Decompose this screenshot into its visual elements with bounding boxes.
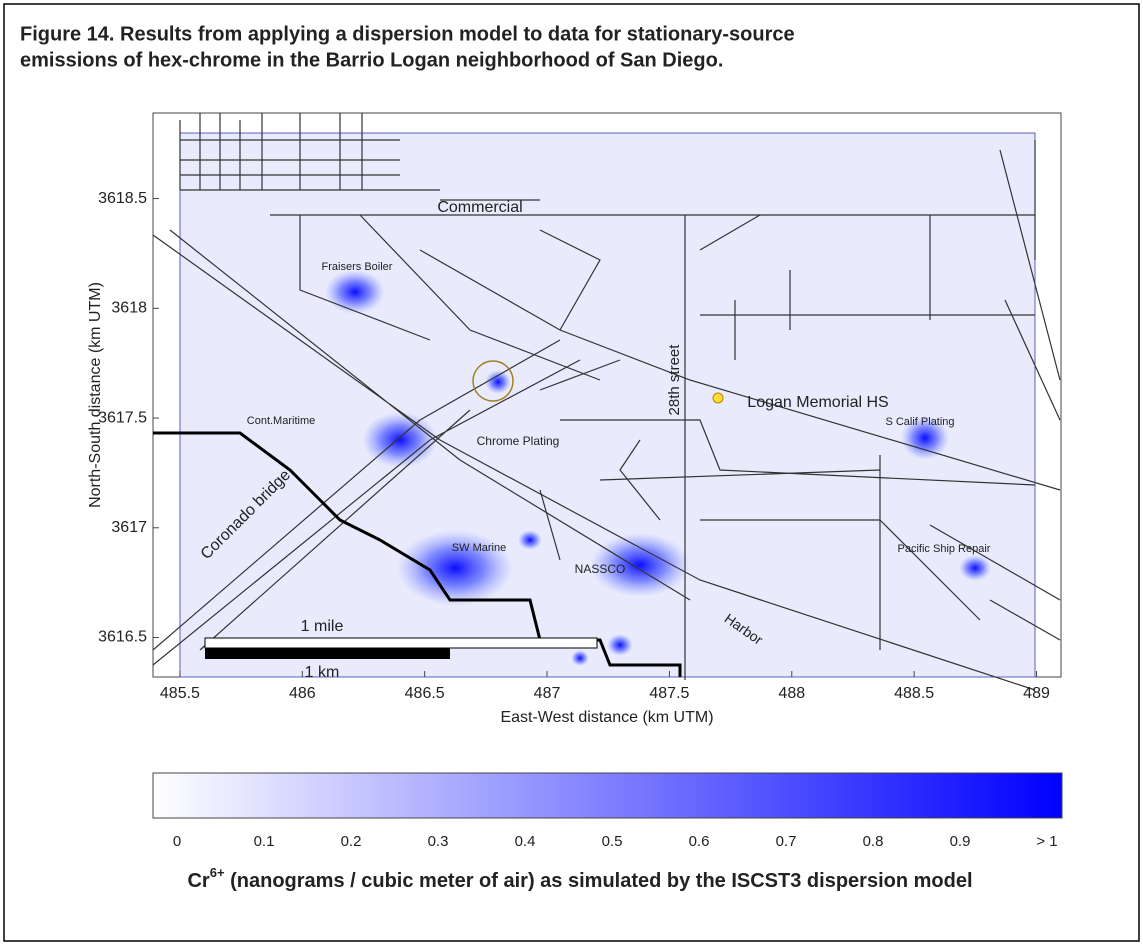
x-axis-label: East-West distance (km UTM) [500,709,713,726]
place-label: S Calif Plating [885,416,954,428]
x-tick-label: 488.5 [894,685,934,702]
colorbar-ticks: 0 0.1 0.2 0.3 0.4 0.5 0.6 0.7 0.8 0.9 > 1 [173,833,1058,850]
x-tick-label: 487 [534,685,561,702]
x-tick-label: 486 [289,685,316,702]
colorbar-tick-label: 0.6 [689,833,710,850]
frame [3,3,1140,942]
colorbar-tick-label: 0.7 [776,833,797,850]
place-label: Logan Memorial HS [747,394,888,411]
y-tick-label: 3616.5 [98,629,147,646]
scale-label: 1 km [305,664,340,681]
place-label: Pacific Ship Repair [898,543,991,555]
x-tick-label: 486.5 [405,685,445,702]
source-circle [472,360,514,402]
y-tick-label: 3618.5 [98,190,147,207]
school-marker [712,392,724,404]
scale-bar-km [205,648,450,659]
caption: Cr6+ (nanograms / cubic meter of air) as… [187,865,972,892]
roads [152,113,1061,691]
colorbar-tick-label: 0.5 [602,833,623,850]
place-label: NASSCO [575,562,626,576]
y-tick-label: 3618 [111,300,147,317]
caption-superscript: 6+ [210,865,225,880]
scale-bar-mile [204,637,598,649]
x-tick-label: 487.5 [649,685,689,702]
place-label: Chrome Plating [477,434,560,448]
colorbar-tick-label: > 1 [1036,833,1057,850]
colorbar-tick-label: 0.3 [428,833,449,850]
scale-label: 1 mile [301,618,344,635]
x-tick-label: 485.5 [160,685,200,702]
y-tick-label: 3617.5 [98,409,147,426]
y-axis-label: North-South distance (km UTM) [87,282,104,508]
y-tick-label: 3617 [111,519,147,536]
colorbar-tick-label: 0.1 [254,833,275,850]
shoreline [153,431,682,677]
place-label: Commercial [437,199,522,216]
place-label: SW Marine [452,542,506,554]
colorbar-tick-label: 0 [173,833,181,850]
colorbar [152,772,1063,819]
axes: 485.5 486 486.5 487 487.5 488 488.5 489 3616.5 36… [98,190,1050,702]
x-tick-label: 489 [1023,685,1050,702]
x-tick-label: 488 [778,685,805,702]
colorbar-tick-label: 0.2 [341,833,362,850]
place-label: 28th street [666,344,683,416]
figure-title: emissions of hex-chrome in the Barrio Lo… [20,49,723,71]
place-label: Cont.Maritime [247,415,315,427]
colorbar-tick-label: 0.9 [950,833,971,850]
caption-base: Cr [187,870,209,892]
colorbar-tick-label: 0.8 [863,833,884,850]
figure-title: Figure 14. Results from applying a dispe… [20,23,795,45]
caption-rest: (nanograms / cubic meter of air) as simu… [225,870,973,892]
place-label: Fraisers Boiler [322,261,393,273]
colorbar-tick-label: 0.4 [515,833,536,850]
